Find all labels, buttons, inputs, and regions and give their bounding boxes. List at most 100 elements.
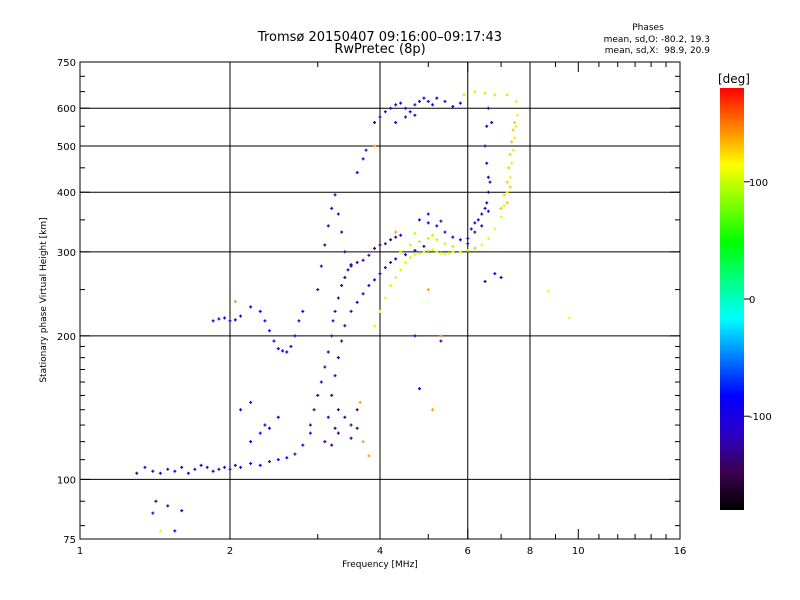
data-point: [333, 309, 337, 313]
chart-title: Tromsø 20150407 09:16:00–09:17:43: [257, 30, 502, 45]
data-point: [505, 190, 509, 194]
data-point: [510, 140, 514, 144]
data-point: [326, 224, 330, 228]
data-point: [378, 272, 382, 276]
data-point: [289, 344, 293, 348]
data-point: [426, 212, 430, 216]
data-point: [326, 350, 330, 354]
data-point: [233, 318, 237, 322]
data-point: [417, 99, 421, 103]
data-point: [151, 469, 155, 473]
data-point: [267, 329, 271, 333]
data-point: [249, 440, 253, 444]
y-tick-label: 300: [57, 248, 76, 259]
data-point: [435, 224, 439, 228]
data-point: [316, 393, 320, 397]
data-point: [473, 246, 477, 250]
colorbar: [720, 88, 744, 510]
data-point: [319, 264, 323, 268]
data-point: [330, 334, 334, 338]
data-point: [364, 148, 368, 152]
x-tick-label: 8: [527, 546, 533, 557]
data-point: [466, 236, 470, 240]
data-point: [513, 121, 517, 125]
data-point: [293, 452, 297, 456]
data-point: [403, 106, 407, 110]
data-point: [466, 248, 470, 252]
data-point: [567, 316, 571, 320]
data-point: [514, 99, 518, 103]
data-point: [199, 463, 203, 467]
data-point: [483, 91, 487, 95]
data-point: [466, 242, 470, 246]
data-point: [439, 251, 443, 255]
data-point: [462, 93, 466, 97]
data-point: [546, 289, 550, 293]
data-point: [383, 242, 387, 246]
data-point: [285, 350, 289, 354]
data-point: [336, 296, 340, 300]
data-point: [355, 300, 359, 304]
data-point: [373, 246, 377, 250]
data-point: [513, 136, 517, 140]
data-point: [483, 144, 487, 148]
data-point: [417, 251, 421, 255]
data-point: [349, 309, 353, 313]
data-point: [443, 252, 447, 256]
data-point: [281, 349, 285, 353]
data-point: [403, 253, 407, 257]
data-point: [458, 238, 462, 242]
data-point: [223, 465, 227, 469]
data-point: [499, 206, 503, 210]
data-point: [413, 253, 417, 257]
data-point: [451, 235, 455, 239]
data-point: [486, 190, 490, 194]
data-point: [343, 276, 347, 280]
colorbar-tick-label: 100: [749, 178, 768, 189]
data-point: [394, 276, 398, 280]
y-tick-label: 500: [57, 142, 76, 153]
x-tick-label: 1: [77, 546, 83, 557]
data-point: [476, 218, 480, 222]
data-point: [485, 161, 489, 165]
data-point: [333, 193, 337, 197]
data-point: [394, 103, 398, 107]
colorbar-tick-label: -100: [749, 412, 772, 423]
data-point: [431, 408, 435, 412]
data-point: [413, 231, 417, 235]
data-point: [505, 180, 509, 184]
x-tick-label: 16: [674, 546, 687, 557]
data-point: [508, 185, 512, 189]
data-point: [451, 105, 455, 109]
data-point: [389, 106, 393, 110]
data-point: [239, 465, 243, 469]
data-point: [239, 314, 243, 318]
data-point: [158, 529, 162, 533]
data-point: [326, 415, 330, 419]
data-point: [211, 469, 215, 473]
data-point: [293, 334, 297, 338]
data-point: [493, 227, 497, 231]
data-point: [426, 236, 430, 240]
data-point: [312, 408, 316, 412]
data-point: [367, 283, 371, 287]
colorbar-ticks: 100 0 -100: [744, 178, 772, 423]
data-point: [361, 157, 365, 161]
data-point: [413, 103, 417, 107]
data-point: [502, 204, 506, 208]
x-axis-ticks: 1 2 4 6 8 10 16: [77, 62, 687, 557]
data-point: [373, 121, 377, 125]
data-point: [276, 458, 280, 462]
data-point: [233, 300, 237, 304]
data-point: [383, 296, 387, 300]
data-point: [486, 175, 490, 179]
data-point: [493, 272, 497, 276]
data-point: [413, 248, 417, 252]
data-point: [151, 511, 155, 515]
data-point: [373, 144, 377, 148]
data-point: [439, 219, 443, 223]
data-point: [451, 250, 455, 254]
data-point: [439, 339, 443, 343]
data-point: [490, 121, 494, 125]
data-point: [378, 309, 382, 313]
